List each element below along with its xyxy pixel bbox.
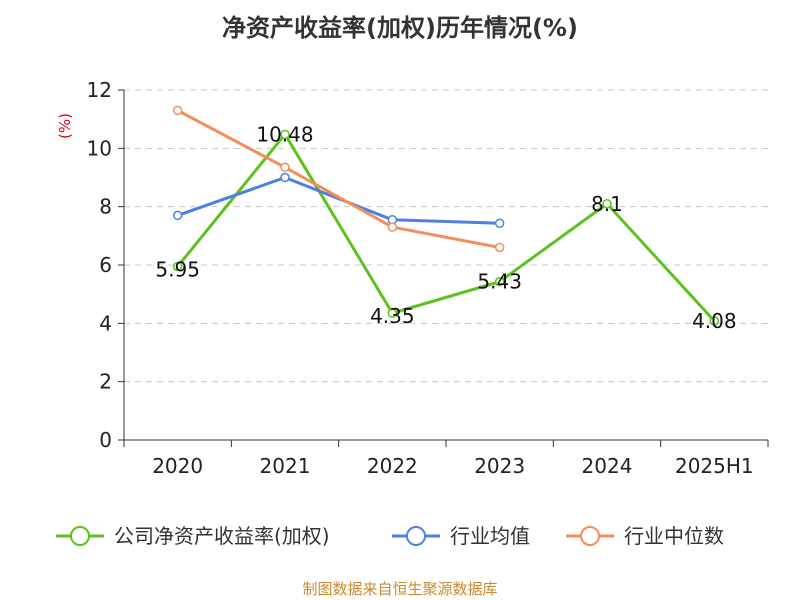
data-label: 4.08 bbox=[692, 309, 737, 333]
series-line-1 bbox=[176, 132, 716, 323]
data-point[interactable] bbox=[602, 199, 612, 209]
data-label: 8.1 bbox=[591, 192, 623, 216]
label-layer: 5.95 10.48 4.35 5.43 8.1 4.08 bbox=[155, 122, 736, 333]
data-point[interactable] bbox=[280, 129, 290, 140]
legend-item-2[interactable]: 行业均值 bbox=[392, 524, 530, 548]
legend-label: 公司净资产收益率(加权) bbox=[114, 524, 330, 548]
series-layer bbox=[172, 105, 720, 326]
data-point[interactable] bbox=[494, 242, 505, 253]
chart-title: 净资产收益率(加权)历年情况(%) bbox=[222, 14, 578, 42]
series-line-2 bbox=[177, 176, 500, 225]
y-axis-label: (%) bbox=[56, 113, 74, 139]
data-point[interactable] bbox=[280, 162, 290, 173]
y-tick-label: 12 bbox=[87, 78, 112, 102]
data-point[interactable] bbox=[387, 308, 398, 318]
x-tick-label: 2020 bbox=[152, 454, 203, 478]
y-tick-label: 2 bbox=[99, 370, 112, 394]
y-tick-label: 8 bbox=[99, 195, 112, 219]
y-tick-label: 10 bbox=[87, 136, 112, 160]
legend-item-3[interactable]: 行业中位数 bbox=[566, 524, 724, 548]
data-point[interactable] bbox=[709, 316, 720, 326]
legend-marker bbox=[406, 526, 426, 546]
x-tick-label: 2021 bbox=[260, 454, 311, 478]
data-point[interactable] bbox=[172, 210, 183, 221]
legend-label: 行业均值 bbox=[450, 524, 530, 548]
legend-item-1[interactable]: 公司净资产收益率(加权) bbox=[56, 524, 330, 548]
y-tick-label: 6 bbox=[99, 253, 112, 277]
data-point[interactable] bbox=[494, 218, 505, 229]
data-point[interactable] bbox=[172, 105, 183, 116]
legend-marker bbox=[580, 526, 600, 546]
data-point[interactable] bbox=[280, 172, 290, 183]
data-point[interactable] bbox=[172, 261, 183, 272]
x-tick-label: 2024 bbox=[582, 454, 633, 478]
y-tick-label: 0 bbox=[99, 428, 112, 452]
x-tick-label: 2023 bbox=[474, 454, 525, 478]
legend[interactable]: 公司净资产收益率(加权) 行业均值 行业中位数 bbox=[56, 524, 724, 548]
grid-layer bbox=[124, 89, 768, 383]
x-tick-label: 2022 bbox=[367, 454, 418, 478]
data-point[interactable] bbox=[494, 276, 505, 287]
legend-marker bbox=[70, 526, 90, 546]
data-label: 5.43 bbox=[477, 270, 522, 294]
y-tick-label: 4 bbox=[99, 311, 112, 335]
data-label: 10.48 bbox=[256, 122, 313, 146]
data-point[interactable] bbox=[387, 222, 398, 232]
source-note: 制图数据来自恒生聚源数据库 bbox=[302, 580, 498, 598]
data-label: 5.95 bbox=[155, 257, 200, 281]
series-line-3 bbox=[176, 109, 500, 249]
x-tick-label: 2025H1 bbox=[675, 454, 754, 478]
data-label: 4.35 bbox=[370, 304, 415, 328]
axis-layer: 0 2 4 6 8 10 12 (%) 2020 2021 2022 2023 2024 2025H1 bbox=[56, 78, 769, 478]
legend-label: 行业中位数 bbox=[624, 524, 724, 548]
